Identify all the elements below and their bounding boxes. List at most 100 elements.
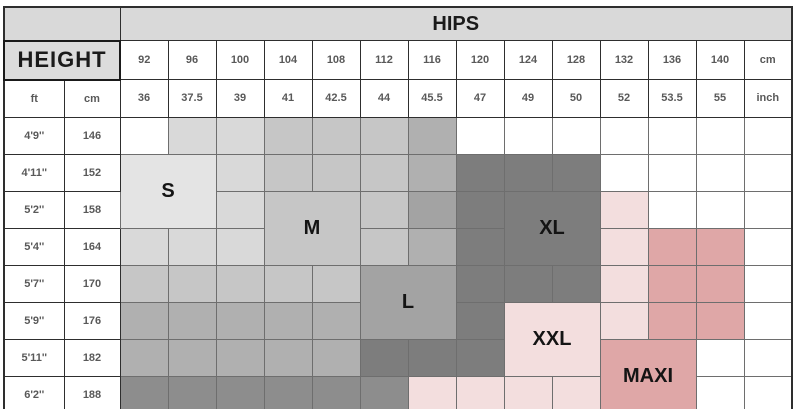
hips-inch-3: 41 xyxy=(263,79,313,118)
grid-cell xyxy=(695,375,745,409)
grid-cell xyxy=(215,190,265,229)
grid-cell xyxy=(407,227,457,266)
grid-cell xyxy=(167,301,217,340)
grid-cell xyxy=(359,116,409,155)
hips-inch-4: 42.5 xyxy=(311,79,361,118)
grid-cell xyxy=(263,375,313,409)
height-cm-1: 152 xyxy=(63,153,121,192)
grid-cell xyxy=(263,338,313,377)
grid-cell xyxy=(407,116,457,155)
height-title: HEIGHT xyxy=(3,39,121,81)
grid-cell xyxy=(455,338,505,377)
height-cm-7: 188 xyxy=(63,375,121,409)
height-ft-0: 4'9'' xyxy=(3,116,65,155)
hips-inch-5: 44 xyxy=(359,79,409,118)
grid-cell xyxy=(263,153,313,192)
hips-inch-11: 53.5 xyxy=(647,79,697,118)
grid-cell xyxy=(695,301,745,340)
grid-cell xyxy=(119,264,169,303)
height-ft-3: 5'4'' xyxy=(3,227,65,266)
grid-cell xyxy=(743,338,793,377)
grid-cell xyxy=(263,264,313,303)
grid-cell xyxy=(551,264,601,303)
grid-cell xyxy=(167,116,217,155)
hips-cm-row: HEIGHT 92 96 100 104 108 112 116 120 124 128 132 13… xyxy=(3,39,793,81)
corner-cell xyxy=(3,6,121,41)
height-cm-5: 176 xyxy=(63,301,121,340)
grid-cell xyxy=(695,153,745,192)
grid-cell xyxy=(455,153,505,192)
grid-row-152: 4'11'' 152 S xyxy=(3,153,793,229)
grid-cell xyxy=(599,227,649,266)
hips-cm-5: 112 xyxy=(359,40,409,80)
grid-cell xyxy=(119,375,169,409)
height-cm-6: 182 xyxy=(63,338,121,377)
grid-cell xyxy=(407,375,457,409)
grid-cell xyxy=(743,264,793,303)
grid-row-176: 5'9'' 176 XXL xyxy=(3,301,793,377)
size-region-xxl: XXL xyxy=(503,301,601,377)
grid-cell xyxy=(455,227,505,266)
grid-cell xyxy=(167,338,217,377)
height-cm-0: 146 xyxy=(63,116,121,155)
height-cm-4: 170 xyxy=(63,264,121,303)
hips-inch-8: 49 xyxy=(503,79,553,118)
grid-cell xyxy=(359,227,409,266)
size-region-l: L xyxy=(359,264,457,340)
height-ft-1: 4'11'' xyxy=(3,153,65,192)
hips-inch-10: 52 xyxy=(599,79,649,118)
grid-cell xyxy=(455,190,505,229)
grid-cell xyxy=(311,338,361,377)
grid-cell xyxy=(119,227,169,266)
grid-cell xyxy=(695,116,745,155)
grid-cell xyxy=(311,116,361,155)
grid-cell xyxy=(119,116,169,155)
grid-cell xyxy=(455,264,505,303)
grid-cell xyxy=(743,153,793,192)
grid-cell xyxy=(695,227,745,266)
height-ft-2: 5'2'' xyxy=(3,190,65,229)
grid-cell xyxy=(167,227,217,266)
height-cm-2: 158 xyxy=(63,190,121,229)
grid-cell xyxy=(359,375,409,409)
hips-cm-3: 104 xyxy=(263,40,313,80)
grid-cell xyxy=(311,301,361,340)
grid-cell xyxy=(743,375,793,409)
grid-cell xyxy=(167,375,217,409)
grid-cell xyxy=(647,153,697,192)
grid-row-188: 6'2'' 188 xyxy=(3,375,793,409)
grid-cell xyxy=(455,116,505,155)
grid-cell xyxy=(503,375,553,409)
grid-cell xyxy=(647,227,697,266)
hips-inch-12: 55 xyxy=(695,79,745,118)
grid-cell xyxy=(695,190,745,229)
size-region-maxi: MAXI xyxy=(599,338,697,409)
size-region-s: S xyxy=(119,153,217,229)
size-chart-table: HIPS HEIGHT 92 96 100 104 108 112 116 120 124 128… xyxy=(3,6,793,409)
hips-title-row: HIPS xyxy=(3,6,793,41)
grid-cell xyxy=(551,375,601,409)
grid-row-146: 4'9'' 146 xyxy=(3,116,793,155)
grid-cell xyxy=(359,338,409,377)
grid-cell xyxy=(743,190,793,229)
hips-inch-13: inch xyxy=(743,79,793,118)
grid-cell xyxy=(503,153,553,192)
grid-cell xyxy=(407,338,457,377)
grid-cell xyxy=(599,190,649,229)
grid-cell xyxy=(215,153,265,192)
hips-cm-2: 100 xyxy=(215,40,265,80)
grid-cell xyxy=(215,264,265,303)
hips-cm-7: 120 xyxy=(455,40,505,80)
hips-inch-9: 50 xyxy=(551,79,601,118)
hips-inch-0: 36 xyxy=(119,79,169,118)
hips-inch-7: 47 xyxy=(455,79,505,118)
grid-cell xyxy=(743,116,793,155)
size-grid: 4'9'' 146 4'11'' 152 S 5'2'' 158 M XL 5'4'' 164 5'7… xyxy=(3,116,793,409)
grid-cell xyxy=(695,338,745,377)
grid-cell xyxy=(647,116,697,155)
unit-ft-label: ft xyxy=(3,79,65,118)
hips-inch-2: 39 xyxy=(215,79,265,118)
hips-cm-8: 124 xyxy=(503,40,553,80)
height-ft-4: 5'7'' xyxy=(3,264,65,303)
grid-cell xyxy=(215,301,265,340)
